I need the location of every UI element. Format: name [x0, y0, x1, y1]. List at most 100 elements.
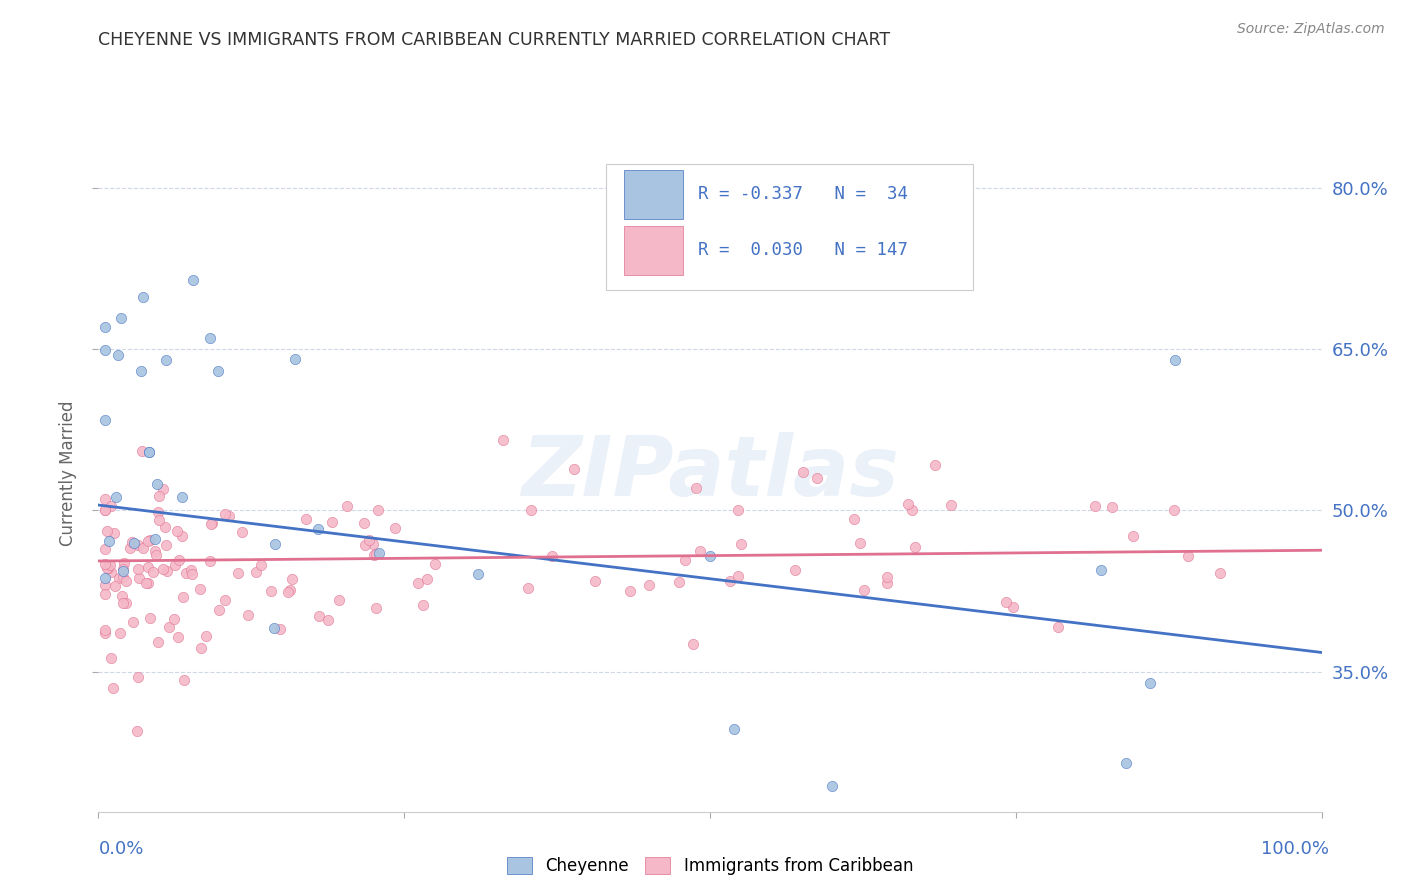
Point: [104, 579, 127, 593]
Point: [143, 533, 166, 547]
Point: [153, 519, 176, 533]
Point: [128, 570, 150, 584]
Text: R = -0.337   N =  34: R = -0.337 N = 34: [697, 186, 908, 203]
Point: [699, 549, 721, 563]
Point: [121, 535, 143, 549]
Point: [316, 613, 339, 627]
Point: [103, 681, 125, 695]
Point: [148, 505, 170, 519]
Point: [876, 575, 898, 590]
Point: [198, 331, 221, 345]
Point: [155, 538, 177, 552]
Point: [190, 641, 212, 656]
Point: [226, 566, 249, 580]
Point: [638, 578, 661, 592]
Point: [112, 596, 135, 610]
Point: [129, 363, 152, 377]
Point: [492, 434, 515, 448]
Point: [308, 523, 330, 537]
Point: [146, 476, 169, 491]
Point: [321, 515, 343, 529]
Point: [148, 489, 170, 503]
Point: [107, 571, 129, 585]
Point: [231, 524, 253, 539]
Point: [145, 548, 167, 562]
Point: [821, 780, 844, 794]
Point: [105, 490, 128, 504]
Point: [785, 563, 807, 577]
Point: [1084, 499, 1107, 513]
Point: [194, 629, 217, 643]
Point: [93, 587, 115, 601]
Point: [849, 535, 872, 549]
Point: [174, 566, 197, 580]
Point: [308, 608, 330, 623]
Point: [727, 569, 749, 583]
Point: [361, 537, 384, 551]
Point: [852, 583, 875, 598]
Point: [96, 560, 118, 574]
Point: [269, 623, 291, 637]
Point: [214, 507, 236, 521]
Point: [155, 353, 177, 368]
Point: [354, 537, 377, 551]
Point: [284, 351, 307, 366]
Point: [924, 458, 946, 472]
Text: CHEYENNE VS IMMIGRANTS FROM CARIBBEAN CURRENTLY MARRIED CORRELATION CHART: CHEYENNE VS IMMIGRANTS FROM CARIBBEAN CU…: [98, 31, 890, 49]
Point: [897, 497, 920, 511]
Point: [100, 499, 122, 513]
Point: [520, 502, 543, 516]
Point: [156, 564, 179, 578]
Point: [357, 533, 380, 547]
Point: [127, 538, 149, 552]
Point: [112, 564, 135, 578]
Point: [1090, 563, 1112, 577]
Point: [1122, 529, 1144, 543]
Point: [142, 565, 165, 579]
Point: [668, 575, 690, 590]
Text: ZIPatlas: ZIPatlas: [522, 433, 898, 513]
Point: [100, 565, 122, 579]
Point: [200, 516, 222, 531]
Point: [295, 512, 318, 526]
Point: [98, 558, 121, 572]
Point: [367, 503, 389, 517]
Point: [673, 553, 696, 567]
Point: [114, 574, 136, 588]
Point: [278, 582, 301, 597]
Text: Source: ZipAtlas.com: Source: ZipAtlas.com: [1237, 22, 1385, 37]
Point: [127, 562, 149, 576]
Point: [181, 566, 204, 581]
Point: [163, 558, 186, 573]
FancyBboxPatch shape: [624, 169, 683, 219]
Point: [218, 509, 240, 524]
Point: [718, 574, 741, 589]
Point: [188, 582, 211, 597]
Point: [384, 521, 406, 535]
Text: 0.0%: 0.0%: [98, 840, 143, 858]
Point: [120, 541, 142, 555]
Point: [111, 570, 134, 584]
Point: [143, 544, 166, 558]
Point: [562, 462, 585, 476]
Point: [112, 561, 135, 575]
Point: [207, 364, 229, 378]
Point: [152, 482, 174, 496]
Point: [1046, 620, 1069, 634]
Point: [93, 571, 115, 585]
Point: [172, 590, 194, 604]
Point: [170, 529, 193, 543]
Point: [727, 502, 749, 516]
Point: [1101, 500, 1123, 514]
Point: [93, 413, 115, 427]
Point: [152, 562, 174, 576]
Point: [214, 593, 236, 607]
Point: [792, 465, 814, 479]
Point: [93, 578, 115, 592]
Point: [245, 565, 267, 579]
Point: [682, 637, 704, 651]
Point: [138, 445, 160, 459]
Text: R =  0.030   N = 147: R = 0.030 N = 147: [697, 242, 908, 260]
Point: [93, 623, 115, 637]
Point: [135, 575, 157, 590]
